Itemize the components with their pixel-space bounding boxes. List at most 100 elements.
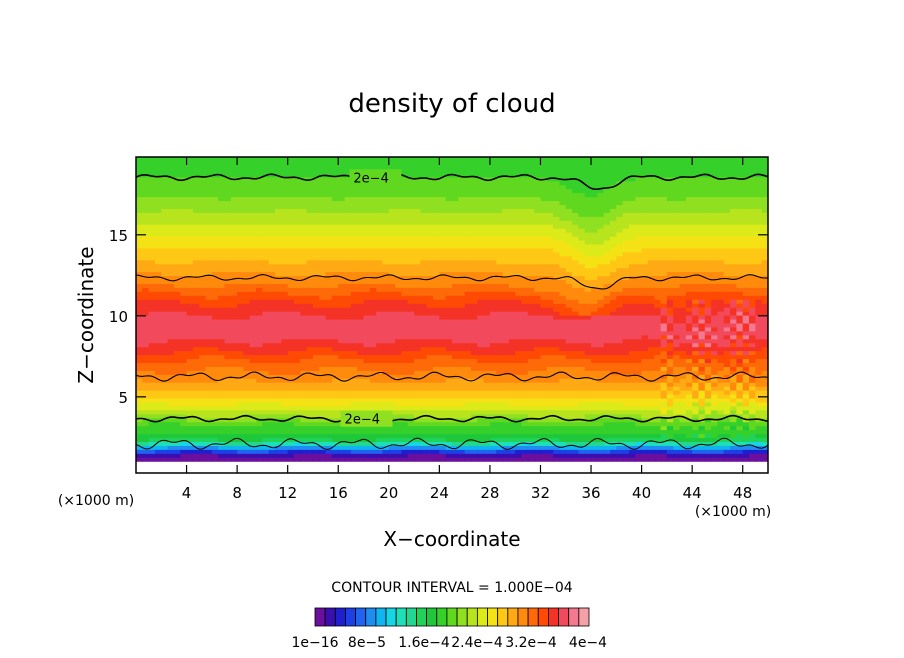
density-cell <box>502 382 510 387</box>
density-cell <box>218 168 226 174</box>
density-cell <box>376 350 384 356</box>
density-cell <box>192 172 200 178</box>
density-cell <box>433 318 440 324</box>
density-cell <box>275 315 282 320</box>
density-cell <box>173 354 181 360</box>
density-cell <box>534 239 542 245</box>
density-cell <box>357 299 365 304</box>
density-cell <box>249 358 257 363</box>
density-cell <box>256 239 263 245</box>
density-cell <box>439 228 447 233</box>
density-cell <box>420 160 428 166</box>
density-cell <box>281 374 289 379</box>
density-cell <box>363 370 371 375</box>
density-cell <box>458 247 466 253</box>
density-cell <box>167 263 175 269</box>
density-cell <box>136 239 143 245</box>
density-cell <box>407 330 415 336</box>
density-cell <box>275 429 282 435</box>
density-cell <box>452 433 459 439</box>
density-cell <box>243 204 251 209</box>
density-cell <box>477 433 485 439</box>
density-cell <box>256 251 263 257</box>
density-cell <box>388 394 396 399</box>
density-cell <box>344 453 352 458</box>
density-cell <box>243 291 251 296</box>
density-cell <box>363 247 371 253</box>
density-cell <box>319 247 327 253</box>
density-cell <box>350 200 358 205</box>
density-cell <box>319 228 327 233</box>
density-cell <box>502 326 510 332</box>
density-cell <box>249 350 257 356</box>
density-cell <box>186 358 194 363</box>
density-cell <box>470 263 478 269</box>
density-cell <box>186 208 194 213</box>
density-cell <box>312 192 320 198</box>
density-cell <box>527 334 535 340</box>
density-cell <box>319 338 327 344</box>
density-cell <box>470 417 478 423</box>
density-cell <box>312 334 320 340</box>
density-cell <box>344 251 352 257</box>
density-cell <box>477 279 485 284</box>
density-cell <box>312 239 320 245</box>
density-cell <box>439 453 447 458</box>
density-cell <box>300 255 308 261</box>
density-cell <box>148 433 156 439</box>
density-cell <box>142 401 150 407</box>
density-cell <box>470 192 478 198</box>
density-cell <box>199 397 207 403</box>
density-cell <box>420 239 428 245</box>
density-cell <box>268 315 276 320</box>
density-cell <box>414 184 421 190</box>
density-cell <box>243 318 251 324</box>
density-cell <box>186 247 194 253</box>
density-cell <box>205 287 213 292</box>
density-cell <box>464 453 472 458</box>
density-cell <box>186 255 194 261</box>
density-cell <box>502 220 510 225</box>
density-cell <box>433 160 440 166</box>
density-cell <box>414 311 421 316</box>
density-cell <box>527 259 535 265</box>
density-cell <box>401 251 409 257</box>
density-cell <box>180 299 188 304</box>
density-cell <box>325 413 333 419</box>
density-cell <box>249 251 257 257</box>
density-cell <box>312 413 320 419</box>
density-cell <box>148 224 156 229</box>
density-cell <box>344 247 352 253</box>
density-cell <box>186 362 194 367</box>
density-cell <box>268 283 276 288</box>
density-cell <box>249 326 257 332</box>
density-cell <box>148 429 156 435</box>
density-cell <box>508 204 516 209</box>
density-cell <box>300 397 308 403</box>
density-cell <box>458 188 466 194</box>
density-cell <box>521 330 529 336</box>
density-cell <box>256 421 263 427</box>
density-cell <box>350 318 358 324</box>
density-cell <box>268 188 276 194</box>
density-cell <box>414 267 421 273</box>
density-cell <box>508 279 516 284</box>
density-cell <box>338 441 346 446</box>
density-cell <box>407 259 415 265</box>
density-cell <box>388 263 396 269</box>
density-cell <box>407 224 415 229</box>
density-cell <box>515 279 523 284</box>
density-cell <box>350 401 358 407</box>
density-cell <box>395 267 403 273</box>
density-cell <box>148 315 156 320</box>
density-cell <box>376 318 384 324</box>
density-cell <box>205 247 213 253</box>
density-cell <box>458 295 466 300</box>
density-cell <box>395 457 403 462</box>
density-cell <box>237 315 245 320</box>
density-cell <box>470 283 478 288</box>
density-cell <box>256 401 263 407</box>
density-cell <box>167 228 175 233</box>
density-cell <box>527 283 535 288</box>
density-cell <box>262 275 270 281</box>
